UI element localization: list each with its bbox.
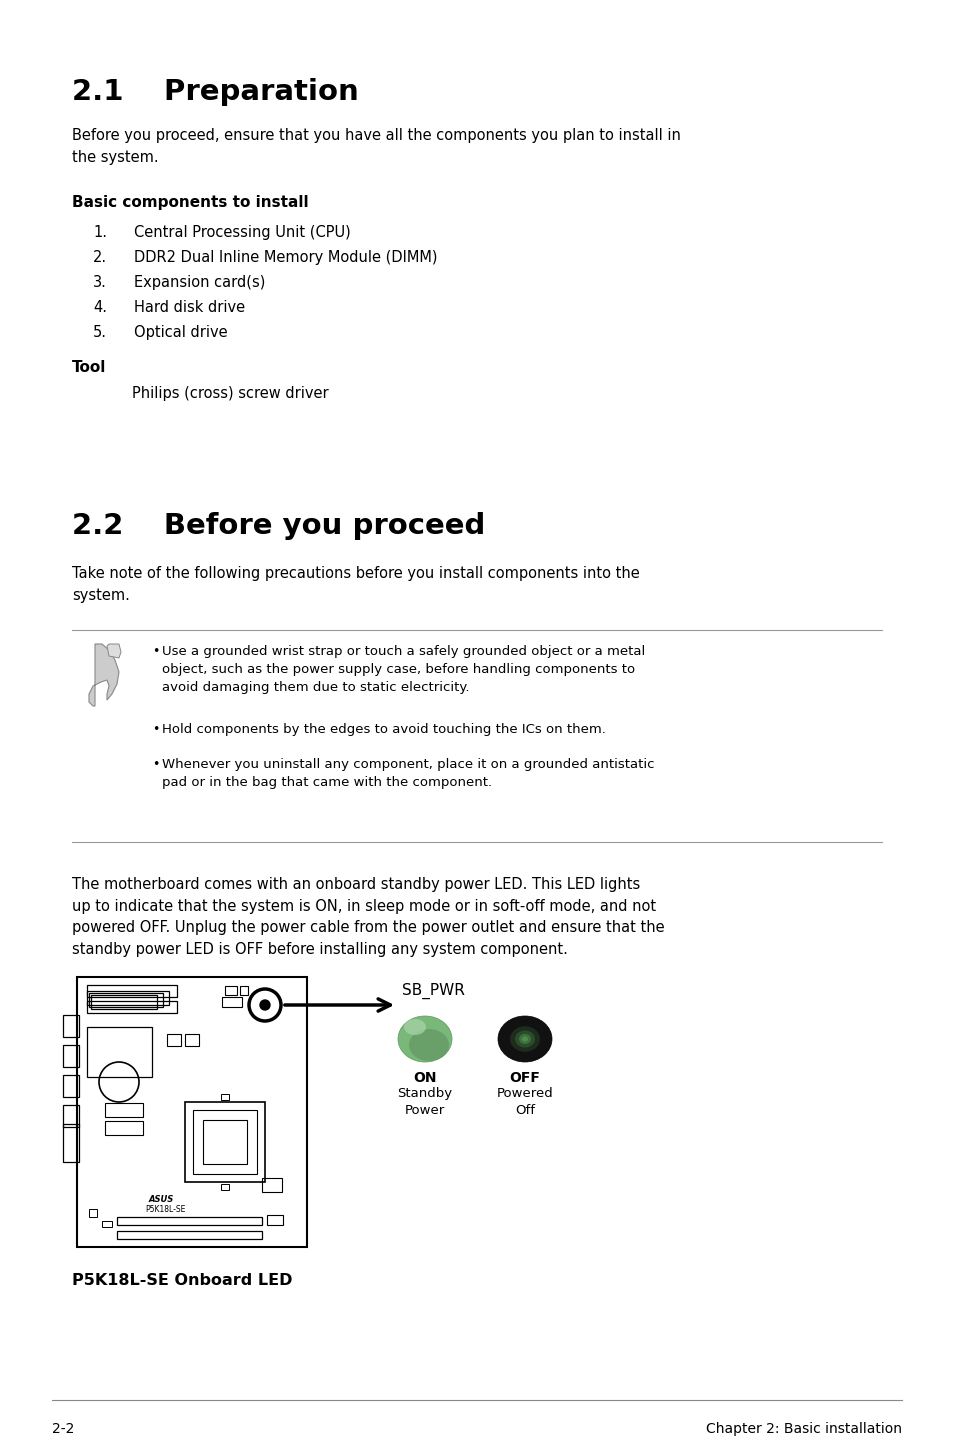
Bar	[91, 995, 157, 1009]
Ellipse shape	[518, 1034, 531, 1044]
Bar	[89, 1209, 97, 1217]
Bar	[87, 985, 177, 997]
Bar	[262, 1178, 282, 1192]
Text: Powered
Off: Powered Off	[497, 1087, 553, 1117]
Bar	[267, 1215, 283, 1225]
Text: Chapter 2: Basic installation: Chapter 2: Basic installation	[705, 1422, 901, 1437]
Bar	[63, 1076, 79, 1097]
Text: Central Processing Unit (CPU): Central Processing Unit (CPU)	[133, 224, 351, 240]
Bar	[193, 1110, 256, 1173]
Bar	[63, 1125, 79, 1162]
Bar	[185, 1034, 199, 1045]
Polygon shape	[107, 644, 121, 659]
Text: 3.: 3.	[93, 275, 107, 290]
Text: Hold components by the edges to avoid touching the ICs on them.: Hold components by the edges to avoid to…	[162, 723, 605, 736]
Text: •: •	[152, 723, 159, 736]
Text: Use a grounded wrist strap or touch a safely grounded object or a metal
object, : Use a grounded wrist strap or touch a sa…	[162, 646, 644, 695]
Text: Expansion card(s): Expansion card(s)	[133, 275, 265, 290]
Polygon shape	[89, 644, 119, 706]
Bar	[222, 997, 242, 1007]
Bar	[225, 986, 236, 995]
Text: Hard disk drive: Hard disk drive	[133, 301, 245, 315]
Bar	[63, 1015, 79, 1037]
Bar	[221, 1094, 229, 1100]
Ellipse shape	[403, 1020, 426, 1035]
Bar	[221, 1183, 229, 1191]
Text: 5.: 5.	[92, 325, 107, 339]
Text: SB_PWR: SB_PWR	[401, 984, 464, 999]
Text: P5K18L-SE Onboard LED: P5K18L-SE Onboard LED	[71, 1273, 293, 1288]
Text: ON: ON	[413, 1071, 436, 1086]
Bar	[63, 1104, 79, 1127]
Bar	[102, 1221, 112, 1227]
Text: 2.1    Preparation: 2.1 Preparation	[71, 78, 358, 106]
Text: 2.: 2.	[92, 250, 107, 265]
Bar	[87, 991, 169, 1005]
Bar	[87, 1027, 152, 1077]
Ellipse shape	[397, 1017, 452, 1063]
Bar	[117, 1231, 262, 1240]
Ellipse shape	[497, 1017, 552, 1063]
Text: •: •	[152, 646, 159, 659]
Circle shape	[260, 999, 270, 1009]
Ellipse shape	[409, 1030, 449, 1061]
Text: The motherboard comes with an onboard standby power LED. This LED lights
up to i: The motherboard comes with an onboard st…	[71, 877, 664, 956]
Ellipse shape	[521, 1037, 527, 1041]
Text: ASUS: ASUS	[149, 1195, 174, 1204]
Text: Take note of the following precautions before you install components into the
sy: Take note of the following precautions b…	[71, 567, 639, 603]
Text: 1.: 1.	[92, 224, 107, 240]
Bar	[203, 1120, 247, 1163]
Bar	[105, 1122, 143, 1135]
Text: •: •	[152, 758, 159, 771]
Text: 2-2: 2-2	[52, 1422, 74, 1437]
Ellipse shape	[515, 1031, 535, 1047]
Text: Optical drive: Optical drive	[133, 325, 228, 339]
Bar	[77, 976, 307, 1247]
Text: Philips (cross) screw driver: Philips (cross) screw driver	[132, 385, 328, 401]
Bar	[63, 1045, 79, 1067]
Text: Tool: Tool	[71, 360, 107, 375]
Bar	[117, 1217, 262, 1225]
Bar	[185, 1102, 265, 1182]
Text: Basic components to install: Basic components to install	[71, 196, 309, 210]
Bar	[105, 1103, 143, 1117]
Text: 2.2    Before you proceed: 2.2 Before you proceed	[71, 512, 485, 541]
Ellipse shape	[510, 1027, 539, 1051]
Text: Before you proceed, ensure that you have all the components you plan to install : Before you proceed, ensure that you have…	[71, 128, 680, 164]
Text: OFF: OFF	[509, 1071, 539, 1086]
Bar	[240, 986, 248, 995]
Text: Whenever you uninstall any component, place it on a grounded antistatic
pad or i: Whenever you uninstall any component, pl…	[162, 758, 654, 789]
Text: 4.: 4.	[92, 301, 107, 315]
Text: Standby
Power: Standby Power	[397, 1087, 452, 1117]
Text: DDR2 Dual Inline Memory Module (DIMM): DDR2 Dual Inline Memory Module (DIMM)	[133, 250, 437, 265]
Text: P5K18L-SE: P5K18L-SE	[145, 1205, 185, 1214]
Bar	[89, 994, 163, 1007]
Bar	[167, 1034, 181, 1045]
Bar	[87, 1001, 177, 1012]
